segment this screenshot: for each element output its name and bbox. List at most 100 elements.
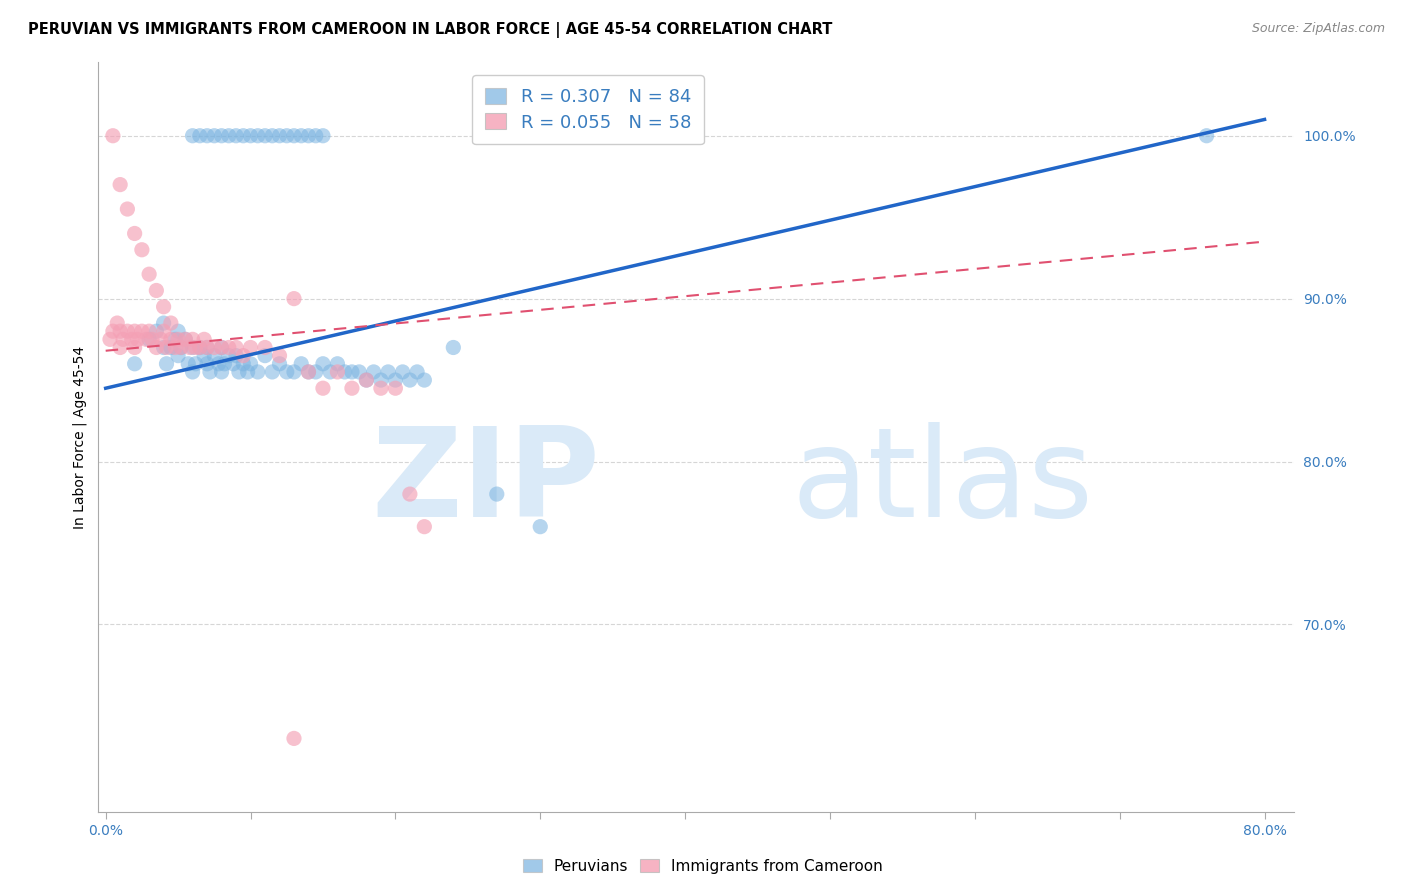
Text: atlas: atlas bbox=[792, 422, 1094, 542]
Point bbox=[101, 128, 124, 143]
Point bbox=[188, 341, 211, 355]
Point bbox=[117, 324, 139, 338]
Point bbox=[485, 487, 508, 501]
Point bbox=[356, 373, 378, 387]
Point bbox=[391, 365, 413, 379]
Point bbox=[165, 332, 187, 346]
Point bbox=[225, 349, 247, 363]
Point bbox=[98, 332, 121, 346]
Point bbox=[160, 332, 183, 346]
Point bbox=[155, 357, 177, 371]
Point bbox=[319, 365, 342, 379]
Point bbox=[297, 365, 319, 379]
Point bbox=[529, 519, 551, 533]
Point bbox=[202, 128, 225, 143]
Point bbox=[269, 349, 291, 363]
Point bbox=[377, 365, 399, 379]
Point bbox=[370, 373, 392, 387]
Point bbox=[135, 332, 157, 346]
Point bbox=[145, 284, 167, 298]
Point bbox=[149, 332, 172, 346]
Point bbox=[276, 128, 298, 143]
Point bbox=[406, 365, 429, 379]
Point bbox=[232, 349, 254, 363]
Y-axis label: In Labor Force | Age 45-54: In Labor Force | Age 45-54 bbox=[73, 345, 87, 529]
Point bbox=[340, 381, 363, 395]
Point bbox=[399, 373, 422, 387]
Point bbox=[370, 381, 392, 395]
Point bbox=[399, 487, 422, 501]
Point bbox=[326, 365, 349, 379]
Point bbox=[312, 357, 335, 371]
Point bbox=[195, 341, 218, 355]
Point bbox=[239, 341, 262, 355]
Point bbox=[170, 341, 193, 355]
Point bbox=[283, 128, 305, 143]
Point bbox=[384, 373, 406, 387]
Point bbox=[413, 373, 436, 387]
Point bbox=[165, 341, 187, 355]
Point bbox=[340, 365, 363, 379]
Point bbox=[112, 332, 135, 346]
Point bbox=[124, 324, 146, 338]
Point bbox=[174, 332, 197, 346]
Point bbox=[184, 357, 207, 371]
Point bbox=[202, 341, 225, 355]
Point bbox=[184, 341, 207, 355]
Point bbox=[181, 365, 204, 379]
Point bbox=[124, 227, 146, 241]
Point bbox=[297, 128, 319, 143]
Point bbox=[181, 332, 204, 346]
Point bbox=[253, 349, 276, 363]
Point bbox=[305, 128, 328, 143]
Point bbox=[214, 357, 236, 371]
Point bbox=[105, 316, 128, 330]
Point bbox=[276, 365, 298, 379]
Point bbox=[232, 357, 254, 371]
Text: PERUVIAN VS IMMIGRANTS FROM CAMEROON IN LABOR FORCE | AGE 45-54 CORRELATION CHAR: PERUVIAN VS IMMIGRANTS FROM CAMEROON IN … bbox=[28, 22, 832, 38]
Point bbox=[160, 341, 183, 355]
Point bbox=[127, 332, 149, 346]
Point bbox=[198, 365, 221, 379]
Point bbox=[384, 381, 406, 395]
Point bbox=[188, 128, 211, 143]
Point bbox=[138, 332, 160, 346]
Point bbox=[269, 357, 291, 371]
Point bbox=[218, 341, 240, 355]
Point bbox=[208, 357, 231, 371]
Point bbox=[1195, 128, 1218, 143]
Point bbox=[326, 357, 349, 371]
Legend: R = 0.307   N = 84, R = 0.055   N = 58: R = 0.307 N = 84, R = 0.055 N = 58 bbox=[472, 75, 704, 145]
Point bbox=[195, 128, 218, 143]
Point bbox=[246, 365, 269, 379]
Point bbox=[262, 128, 284, 143]
Point bbox=[193, 332, 215, 346]
Point bbox=[170, 341, 193, 355]
Point bbox=[152, 300, 174, 314]
Point bbox=[211, 341, 233, 355]
Point bbox=[218, 349, 240, 363]
Point bbox=[441, 341, 464, 355]
Point bbox=[305, 365, 328, 379]
Point bbox=[155, 341, 177, 355]
Point bbox=[225, 341, 247, 355]
Point bbox=[253, 128, 276, 143]
Text: Source: ZipAtlas.com: Source: ZipAtlas.com bbox=[1251, 22, 1385, 36]
Point bbox=[218, 128, 240, 143]
Point bbox=[290, 357, 312, 371]
Point bbox=[239, 357, 262, 371]
Point bbox=[124, 341, 146, 355]
Point bbox=[108, 341, 131, 355]
Point bbox=[101, 324, 124, 338]
Point bbox=[124, 357, 146, 371]
Point bbox=[413, 519, 436, 533]
Point bbox=[108, 178, 131, 192]
Point bbox=[312, 128, 335, 143]
Point bbox=[108, 324, 131, 338]
Point bbox=[283, 292, 305, 306]
Point bbox=[222, 357, 245, 371]
Point bbox=[312, 381, 335, 395]
Point bbox=[225, 128, 247, 143]
Point bbox=[347, 365, 370, 379]
Point bbox=[363, 365, 385, 379]
